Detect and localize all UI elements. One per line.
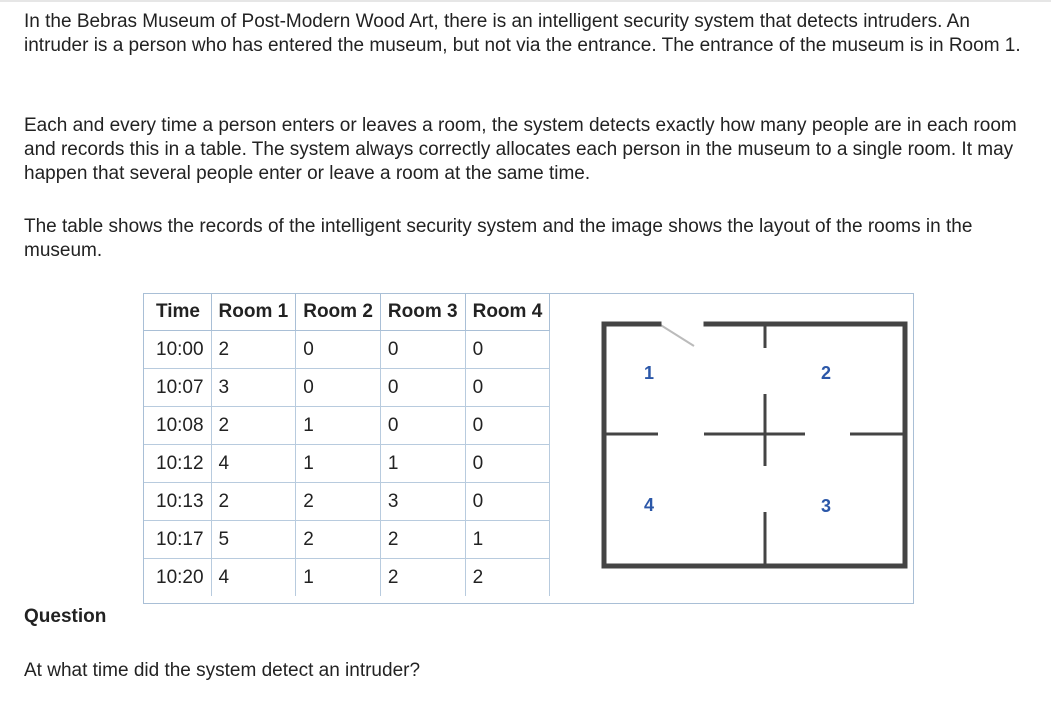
header-time: Time (144, 294, 212, 331)
top-divider (0, 0, 1051, 2)
cell-time: 10:12 (144, 444, 212, 483)
intro-paragraph-3: The table shows the records of the intel… (24, 216, 973, 261)
cell-time: 10:13 (144, 482, 212, 521)
table-row: 10:12 4 1 1 0 (144, 444, 551, 483)
cell-room-3: 0 (380, 368, 466, 407)
header-room-4: Room 4 (465, 294, 551, 331)
cell-room-4: 1 (465, 520, 551, 559)
cell-time: 10:17 (144, 520, 212, 559)
cell-room-2: 0 (295, 330, 381, 369)
cell-time: 10:20 (144, 558, 212, 596)
cell-room-3: 1 (380, 444, 466, 483)
security-records-table: Time Room 1 Room 2 Room 3 Room 4 10:00 2… (144, 294, 551, 596)
room-label-3: 3 (821, 496, 831, 516)
room-label-2: 2 (821, 363, 831, 383)
table-row: 10:08 2 1 0 0 (144, 406, 551, 445)
cell-room-2: 1 (295, 444, 381, 483)
room-label-1: 1 (644, 363, 654, 383)
table-row: 10:13 2 2 3 0 (144, 482, 551, 521)
cell-room-4: 0 (465, 406, 551, 445)
cell-time: 10:08 (144, 406, 212, 445)
cell-room-4: 0 (465, 330, 551, 369)
cell-room-4: 0 (465, 368, 551, 407)
table-header-row: Time Room 1 Room 2 Room 3 Room 4 (144, 294, 551, 331)
cell-room-3: 2 (380, 558, 466, 596)
header-room-1: Room 1 (211, 294, 297, 331)
table-row: 10:20 4 1 2 2 (144, 558, 551, 596)
intro-paragraph-2: Each and every time a person enters or l… (24, 115, 1017, 184)
cell-room-1: 2 (211, 406, 297, 445)
cell-room-1: 2 (211, 330, 297, 369)
room-label-4: 4 (644, 495, 654, 515)
cell-room-1: 4 (211, 558, 297, 596)
museum-floorplan-diagram: 1 2 3 4 (601, 321, 908, 569)
cell-time: 10:07 (144, 368, 212, 407)
cell-room-1: 2 (211, 482, 297, 521)
cell-room-1: 5 (211, 520, 297, 559)
cell-room-3: 0 (380, 330, 466, 369)
entrance-door (658, 323, 695, 347)
cell-room-3: 2 (380, 520, 466, 559)
cell-room-1: 4 (211, 444, 297, 483)
header-room-3: Room 3 (380, 294, 466, 331)
cell-room-4: 0 (465, 444, 551, 483)
question-text: At what time did the system detect an in… (24, 660, 421, 681)
cell-time: 10:00 (144, 330, 212, 369)
table-row: 10:00 2 0 0 0 (144, 330, 551, 369)
cell-room-2: 1 (295, 406, 381, 445)
cell-room-2: 2 (295, 520, 381, 559)
records-and-floorplan-figure: Time Room 1 Room 2 Room 3 Room 4 10:00 2… (143, 293, 914, 604)
table-row: 10:17 5 2 2 1 (144, 520, 551, 559)
table-row: 10:07 3 0 0 0 (144, 368, 551, 407)
cell-room-2: 2 (295, 482, 381, 521)
cell-room-3: 0 (380, 406, 466, 445)
cell-room-2: 1 (295, 558, 381, 596)
outer-walls (601, 321, 908, 569)
cell-room-3: 3 (380, 482, 466, 521)
interior-walls (604, 324, 905, 566)
cell-room-1: 3 (211, 368, 297, 407)
header-room-2: Room 2 (295, 294, 381, 331)
cell-room-4: 2 (465, 558, 551, 596)
intro-paragraph-1: In the Bebras Museum of Post-Modern Wood… (24, 11, 1021, 56)
cell-room-2: 0 (295, 368, 381, 407)
question-heading: Question (24, 606, 107, 627)
cell-room-4: 0 (465, 482, 551, 521)
